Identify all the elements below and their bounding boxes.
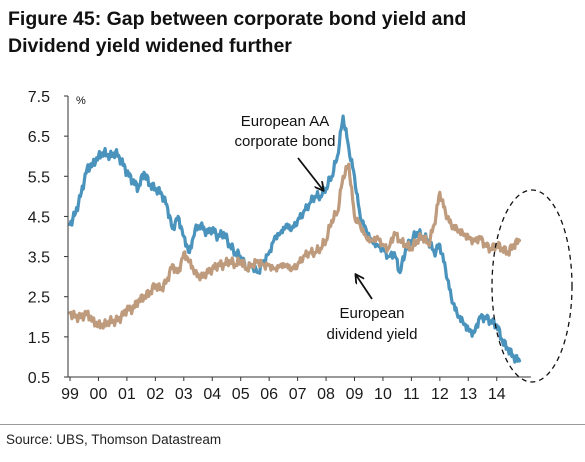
x-tick-label: 05 — [232, 386, 250, 403]
corporate-series-line — [68, 114, 522, 364]
y-tick-label: 0.5 — [28, 370, 50, 387]
x-tick-label: 12 — [431, 386, 449, 403]
dividend-yield-arrow-icon — [356, 275, 373, 300]
footer-divider — [0, 424, 585, 425]
y-tick-label: 1.5 — [28, 330, 50, 347]
x-tick-label: 14 — [488, 386, 506, 403]
y-tick-label: 4.5 — [28, 209, 50, 226]
x-tick-label: 03 — [175, 386, 193, 403]
x-tick-label: 06 — [260, 386, 278, 403]
y-tick-label: 5.5 — [28, 169, 50, 186]
dividend-series-line — [68, 162, 522, 330]
x-tick-label: 04 — [203, 386, 221, 403]
dividend-yield-label-line-2: dividend yield — [327, 326, 418, 343]
figure-title-line-2: Dividend yield widened further — [8, 35, 292, 57]
x-tick-label: 08 — [317, 386, 335, 403]
x-tick-label: 99 — [61, 386, 79, 403]
highlight-circle — [491, 189, 573, 383]
figure-title-line-1: Figure 45: Gap between corporate bond yi… — [8, 8, 467, 30]
corporate-bond-label-line-1: European AA — [241, 113, 329, 130]
axes: % — [67, 95, 531, 378]
y-tick-label: 2.5 — [28, 290, 50, 307]
corporate-bond-label-line-2: corporate bond — [235, 133, 336, 150]
dividend-yield-label-line-1: European — [339, 305, 404, 322]
x-ticks: 99 00 01 02 03 04 05 06 07 08 09 10 11 12 13 14 — [61, 377, 506, 403]
annotations: European AA corporate bond European divi… — [235, 113, 573, 383]
corporate-bond-arrow-icon — [297, 157, 323, 190]
x-tick-label: 09 — [346, 386, 364, 403]
x-tick-label: 11 — [403, 386, 420, 403]
y-tick-label: 7.5 — [28, 89, 50, 106]
x-tick-label: 10 — [374, 386, 392, 403]
series-layer — [68, 114, 522, 364]
y-tick-label: 6.5 — [28, 129, 50, 146]
x-tick-label: 02 — [146, 386, 164, 403]
y-axis-unit: % — [76, 95, 86, 107]
figure-title: Figure 45: Gap between corporate bond yi… — [8, 6, 578, 60]
x-tick-label: 01 — [118, 386, 136, 403]
x-tick-label: 00 — [90, 386, 108, 403]
y-ticks: 7.5 6.5 5.5 4.5 3.5 2.5 1.5 0.5 — [28, 89, 68, 387]
y-tick-label: 3.5 — [28, 250, 50, 267]
x-tick-label: 13 — [459, 386, 477, 403]
source-note: Source: UBS, Thomson Datastream — [6, 432, 222, 447]
x-tick-label: 07 — [289, 386, 307, 403]
